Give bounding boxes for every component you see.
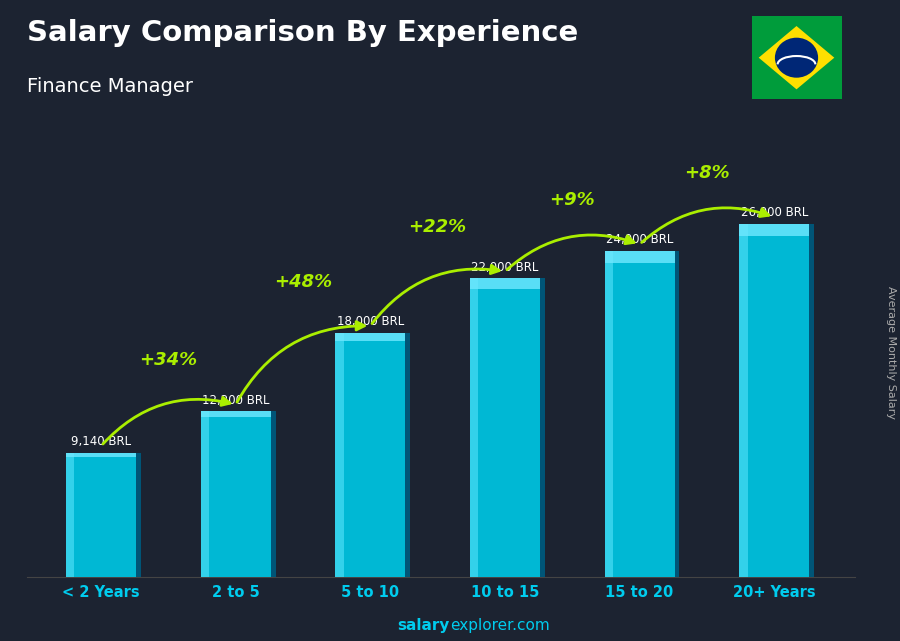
Bar (136, 453, 141, 577)
Bar (66, 453, 136, 457)
Text: salary: salary (398, 619, 450, 633)
Text: Salary Comparison By Experience: Salary Comparison By Experience (27, 19, 578, 47)
Text: +9%: +9% (550, 191, 595, 209)
Bar (470, 278, 540, 288)
Bar (271, 412, 275, 577)
Bar (605, 251, 613, 577)
Bar (405, 333, 410, 577)
Text: 18,000 BRL: 18,000 BRL (337, 315, 404, 328)
Text: +22%: +22% (409, 219, 467, 237)
Bar (739, 224, 809, 577)
Bar (605, 251, 675, 577)
Bar (739, 224, 809, 237)
Text: 26,000 BRL: 26,000 BRL (741, 206, 808, 219)
Bar (66, 453, 75, 577)
Bar (470, 278, 478, 577)
Bar (201, 412, 209, 577)
Bar (540, 278, 544, 577)
Bar (201, 412, 271, 417)
Text: Average Monthly Salary: Average Monthly Salary (886, 286, 896, 419)
Text: 9,140 BRL: 9,140 BRL (71, 435, 131, 448)
Bar (675, 251, 680, 577)
Bar (470, 278, 540, 577)
Text: explorer.com: explorer.com (450, 619, 550, 633)
Bar (336, 333, 405, 341)
Text: Finance Manager: Finance Manager (27, 77, 193, 96)
Text: 12,200 BRL: 12,200 BRL (202, 394, 269, 406)
Text: 24,000 BRL: 24,000 BRL (606, 233, 673, 246)
Bar (336, 333, 405, 577)
Text: 22,000 BRL: 22,000 BRL (472, 260, 538, 274)
Bar (66, 453, 136, 577)
Bar (605, 251, 675, 263)
Text: +8%: +8% (684, 164, 730, 182)
Bar (739, 224, 748, 577)
Circle shape (775, 38, 818, 78)
Polygon shape (759, 26, 834, 89)
Bar (201, 412, 271, 577)
Text: +48%: +48% (274, 272, 332, 290)
Bar (336, 333, 344, 577)
Bar (809, 224, 814, 577)
Text: +34%: +34% (140, 351, 197, 369)
